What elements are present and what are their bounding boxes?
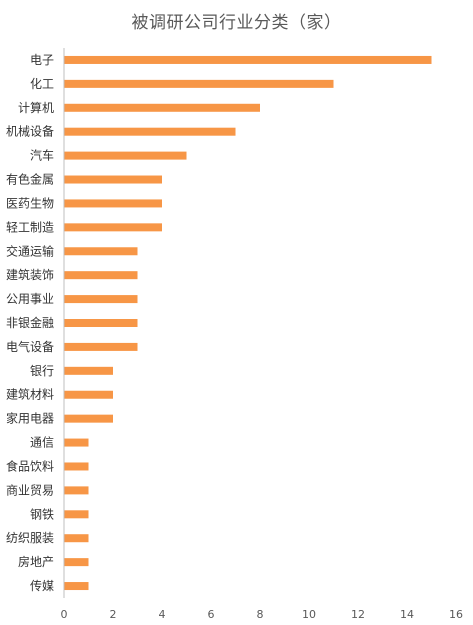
x-tick-label: 14	[400, 608, 414, 621]
category-label: 纺织服装	[6, 531, 54, 545]
bar	[64, 366, 113, 375]
category-label: 化工	[30, 77, 54, 91]
category-label: 有色金属	[6, 172, 54, 187]
bar	[64, 414, 113, 423]
category-label: 交通运输	[6, 243, 54, 258]
bar	[64, 438, 89, 447]
bar	[64, 223, 162, 232]
bar	[64, 199, 162, 208]
x-tick-label: 6	[208, 608, 215, 621]
category-label: 房地产	[18, 554, 54, 569]
category-label: 商业贸易	[6, 482, 54, 497]
x-tick-label: 10	[302, 608, 316, 621]
category-label: 通信	[30, 436, 54, 450]
x-tick-label: 4	[159, 608, 166, 621]
bar	[64, 534, 89, 543]
category-label: 食品饮料	[6, 458, 54, 473]
chart-title: 被调研公司行业分类（家）	[131, 13, 342, 33]
bar	[64, 103, 260, 112]
category-label: 家用电器	[6, 411, 54, 426]
bar	[64, 390, 113, 399]
x-tick-label: 12	[351, 608, 365, 621]
bar	[64, 582, 89, 591]
bar	[64, 247, 138, 256]
bar	[64, 175, 162, 184]
category-label: 建筑装饰	[6, 267, 54, 282]
x-tick-label: 2	[110, 608, 117, 621]
category-label: 汽车	[30, 148, 54, 163]
category-label: 银行	[30, 364, 54, 378]
bar	[64, 79, 334, 88]
bar	[64, 510, 89, 519]
category-label: 电子	[30, 53, 54, 67]
category-label: 公用事业	[6, 292, 54, 306]
category-label: 机械设备	[6, 124, 54, 139]
bar	[64, 295, 138, 304]
bar	[64, 342, 138, 351]
bar	[64, 55, 432, 64]
category-label: 电气设备	[6, 339, 54, 354]
category-label: 非银金融	[6, 315, 54, 330]
bar	[64, 127, 236, 136]
bar	[64, 486, 89, 495]
x-tick-label: 0	[61, 608, 68, 621]
category-label: 钢铁	[30, 507, 54, 521]
bar	[64, 271, 138, 280]
bar	[64, 462, 89, 471]
category-label: 轻工制造	[6, 220, 54, 234]
bar	[64, 319, 138, 327]
category-label: 建筑材料	[6, 387, 54, 402]
category-label: 计算机	[18, 100, 54, 115]
x-tick-label: 8	[257, 608, 264, 621]
category-label: 传媒	[30, 578, 54, 593]
bar	[64, 558, 89, 567]
bar	[64, 151, 187, 160]
x-tick-label: 16	[449, 608, 463, 621]
category-label: 医药生物	[6, 196, 54, 210]
